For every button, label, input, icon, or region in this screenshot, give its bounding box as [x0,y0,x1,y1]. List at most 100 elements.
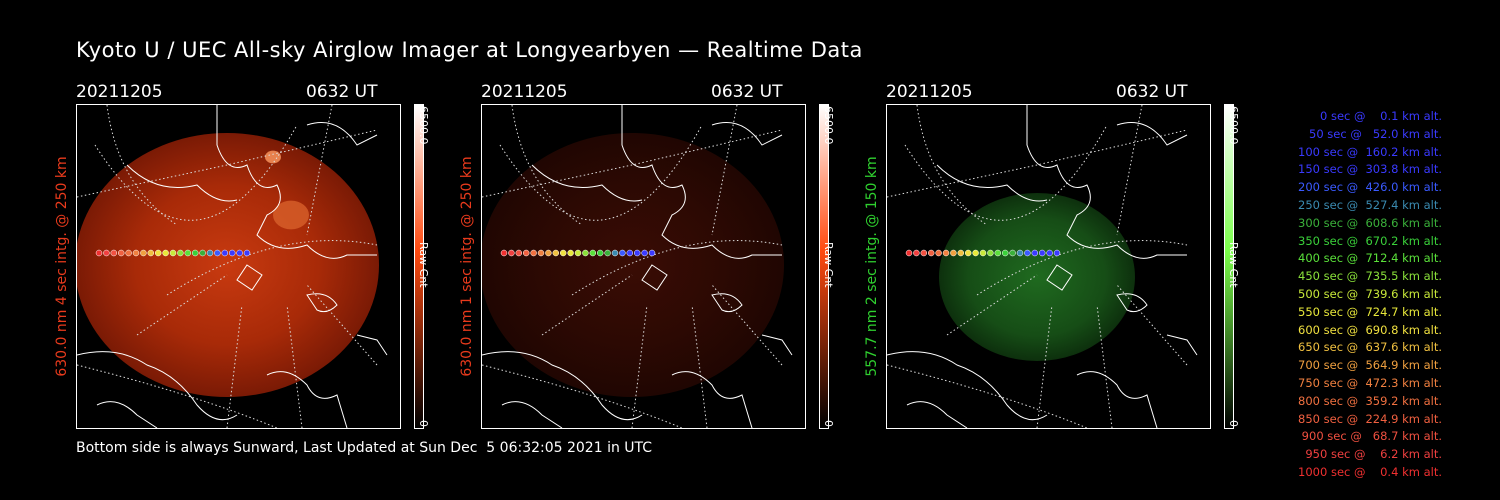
coastline [126,164,238,202]
legend-row: 850 sec @ 224.9 km alt. [1294,411,1442,426]
trajectory-point [236,249,243,257]
legend-row: 650 sec @ 637.6 km alt. [1294,340,1442,355]
trajectory-point [1046,249,1053,257]
trajectory-point [228,249,236,257]
allsky-map [887,105,1198,428]
trajectory-point [103,249,110,257]
colorbar-unit: Raw Cnt [417,242,430,288]
colorbar-max: 6500.0 [417,106,430,145]
imager-panel-2: 20211205 0632 UT 630.0 nm 1 sec intg. @ … [459,80,901,435]
trajectory-point [243,249,251,257]
panel-date: 20211205 [481,82,568,102]
trajectory-point [964,249,972,257]
trajectory-point [582,249,589,257]
trajectory-point [1016,249,1024,257]
allsky-image [481,104,806,429]
graticule-line [1036,304,1053,428]
trajectory-point [1031,249,1039,257]
graticule-line [1096,304,1113,428]
airglow-disk [77,133,379,397]
airglow-disk [482,133,784,397]
trajectory-point [972,249,979,257]
coastline [531,164,643,202]
trajectory-point [559,249,567,257]
legend-row: 250 sec @ 527.4 km alt. [1294,197,1442,212]
trajectory-point [545,249,552,257]
allsky-map [77,105,388,428]
colorbar-min: 0 [1227,420,1240,427]
legend-row: 300 sec @ 608.6 km alt. [1294,215,1442,230]
legend-row: 450 sec @ 735.5 km alt. [1294,269,1442,284]
colorbar-max: 6500.0 [822,106,835,145]
trajectory-point [633,249,641,257]
legend-row: 750 sec @ 472.3 km alt. [1294,375,1442,390]
trajectory-point [626,249,634,257]
trajectory-point [604,249,611,257]
coastline [711,293,743,313]
graticule-line [631,304,648,428]
graticule-line [916,105,988,226]
panel-time: 0632 UT [1116,82,1188,102]
trajectory-point [221,249,229,257]
trajectory-point [619,249,626,257]
trajectory-point [1053,249,1061,257]
colorbar [1224,104,1234,429]
coastline [1116,122,1188,146]
trajectory-point [994,249,1002,257]
coastline [1026,105,1187,259]
coastline [621,105,782,259]
coastline [936,164,1048,202]
legend-row: 600 sec @ 690.8 km alt. [1294,322,1442,337]
coastline [906,401,968,428]
graticule-line [226,304,243,428]
graticule-line [887,364,1088,428]
legend-row: 700 sec @ 564.9 km alt. [1294,358,1442,373]
legend-row: 150 sec @ 303.8 km alt. [1294,162,1442,177]
coastline [216,105,377,259]
trajectory-point [500,249,508,257]
graticule-line [887,129,1188,198]
trajectory-point [574,249,582,257]
trajectory-point [191,249,199,257]
imager-panel-1: 20211205 0632 UT 630.0 nm 4 sec intg. @ … [54,80,496,435]
trajectory-point [920,249,928,257]
coastline [1166,334,1198,356]
trajectory-point [648,249,656,257]
graticule-line [904,124,1108,221]
trajectory-point [132,249,140,257]
colorbar-max: 6500.0 [1227,106,1240,145]
legend-row: 50 sec @ 52.0 km alt. [1301,126,1442,141]
wavelength-label: 630.0 nm 1 sec intg. @ 250 km [459,156,475,377]
trajectory-legend: 0 sec @ 0.1 km alt. 50 sec @ 52.0 km alt… [1262,108,1442,482]
legend-row: 950 sec @ 6.2 km alt. [1301,447,1442,462]
trajectory-point [957,249,965,257]
page-title: Kyoto U / UEC All-sky Airglow Imager at … [76,38,863,62]
trajectory-point [110,249,118,257]
trajectory-point [987,249,994,257]
trajectory-point [95,249,103,257]
trajectory-point [927,249,935,257]
trajectory-point [537,249,545,257]
trajectory-point [515,249,523,257]
panel-time: 0632 UT [306,82,378,102]
coastline [671,371,753,428]
wavelength-label: 557.7 nm 2 sec intg. @ 150 km [864,156,880,377]
trajectory-point [1001,249,1009,257]
trajectory-point [596,249,604,257]
trajectory-point [522,249,530,257]
legend-row: 400 sec @ 712.4 km alt. [1294,251,1442,266]
colorbar [819,104,829,429]
colorbar-min: 0 [822,420,835,427]
trajectory-point [140,249,147,257]
trajectory-point [1038,249,1046,257]
graticule-line [77,129,378,198]
trajectory-point [567,249,574,257]
imager-panel-3: 20211205 0632 UT 557.7 nm 2 sec intg. @ … [864,80,1306,435]
graticule-line [482,129,783,198]
coastline [1076,371,1158,428]
colorbar-min: 0 [417,420,430,427]
allsky-image [886,104,1211,429]
coastline [711,122,783,146]
panel-date: 20211205 [76,82,163,102]
trajectory-point [184,249,192,257]
